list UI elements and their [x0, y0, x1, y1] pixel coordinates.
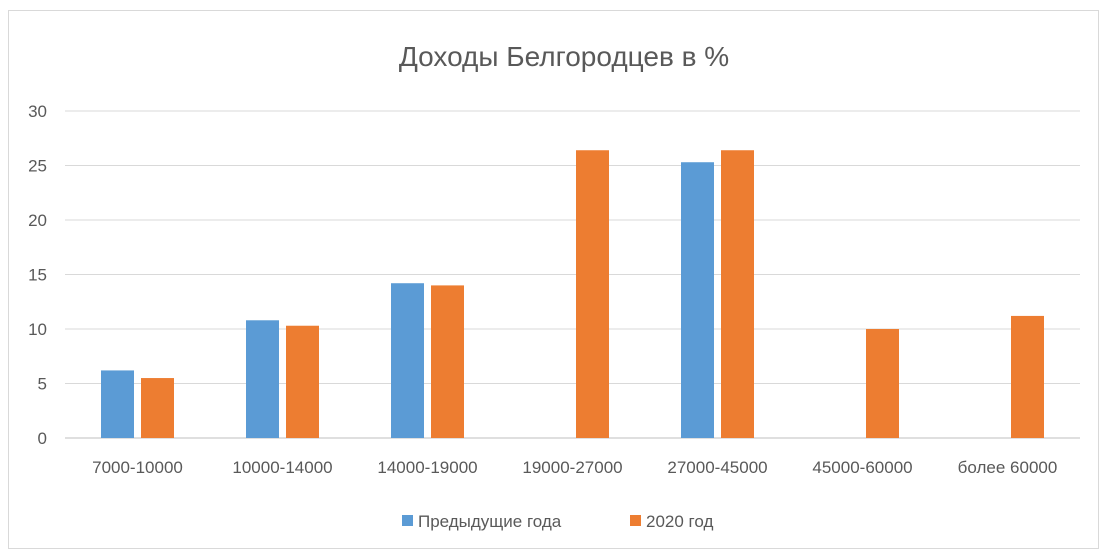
- bar-year-2020-7: [1011, 315, 1044, 438]
- y-tick-label: 25: [28, 157, 47, 176]
- legend-swatch-previous-years: [402, 515, 413, 526]
- chart-title: Доходы Белгородцев в %: [399, 41, 729, 72]
- y-tick-label: 0: [38, 429, 47, 448]
- y-axis-ticks: 0 5 10 15 20 25 30: [28, 102, 47, 448]
- x-tick-label: 10000-14000: [232, 458, 332, 477]
- bar-previous-years-2: [246, 320, 279, 438]
- legend-label-previous-years: Предыдущие года: [418, 512, 562, 531]
- gridlines: [65, 110, 1080, 439]
- x-tick-label: более 60000: [958, 458, 1058, 477]
- y-tick-label: 5: [38, 375, 47, 394]
- bar-year-2020-2: [286, 325, 319, 438]
- bar-year-2020-1: [141, 378, 174, 438]
- bars: [101, 150, 1044, 439]
- y-tick-label: 15: [28, 266, 47, 285]
- x-tick-label: 7000-10000: [92, 458, 183, 477]
- x-tick-label: 19000-27000: [522, 458, 622, 477]
- x-tick-label: 27000-45000: [667, 458, 767, 477]
- legend-swatch-year-2020: [630, 515, 641, 526]
- bar-previous-years-3: [391, 283, 424, 438]
- x-axis-ticks: 7000-10000 10000-14000 14000-19000 19000-27…: [92, 458, 1057, 477]
- bar-previous-years-1: [101, 370, 134, 438]
- bar-year-2020-3: [431, 285, 464, 438]
- x-tick-label: 45000-60000: [812, 458, 912, 477]
- y-tick-label: 10: [28, 320, 47, 339]
- chart-frame: [8, 10, 1099, 549]
- bar-year-2020-5: [721, 150, 754, 439]
- y-tick-label: 30: [28, 102, 47, 121]
- bar-previous-years-5: [681, 162, 714, 439]
- bar-year-2020-6: [866, 329, 899, 438]
- y-tick-label: 20: [28, 211, 47, 230]
- bar-year-2020-4: [576, 150, 609, 439]
- legend: Предыдущие года 2020 год: [402, 512, 713, 531]
- legend-label-year-2020: 2020 год: [646, 512, 713, 531]
- x-tick-label: 14000-19000: [377, 458, 477, 477]
